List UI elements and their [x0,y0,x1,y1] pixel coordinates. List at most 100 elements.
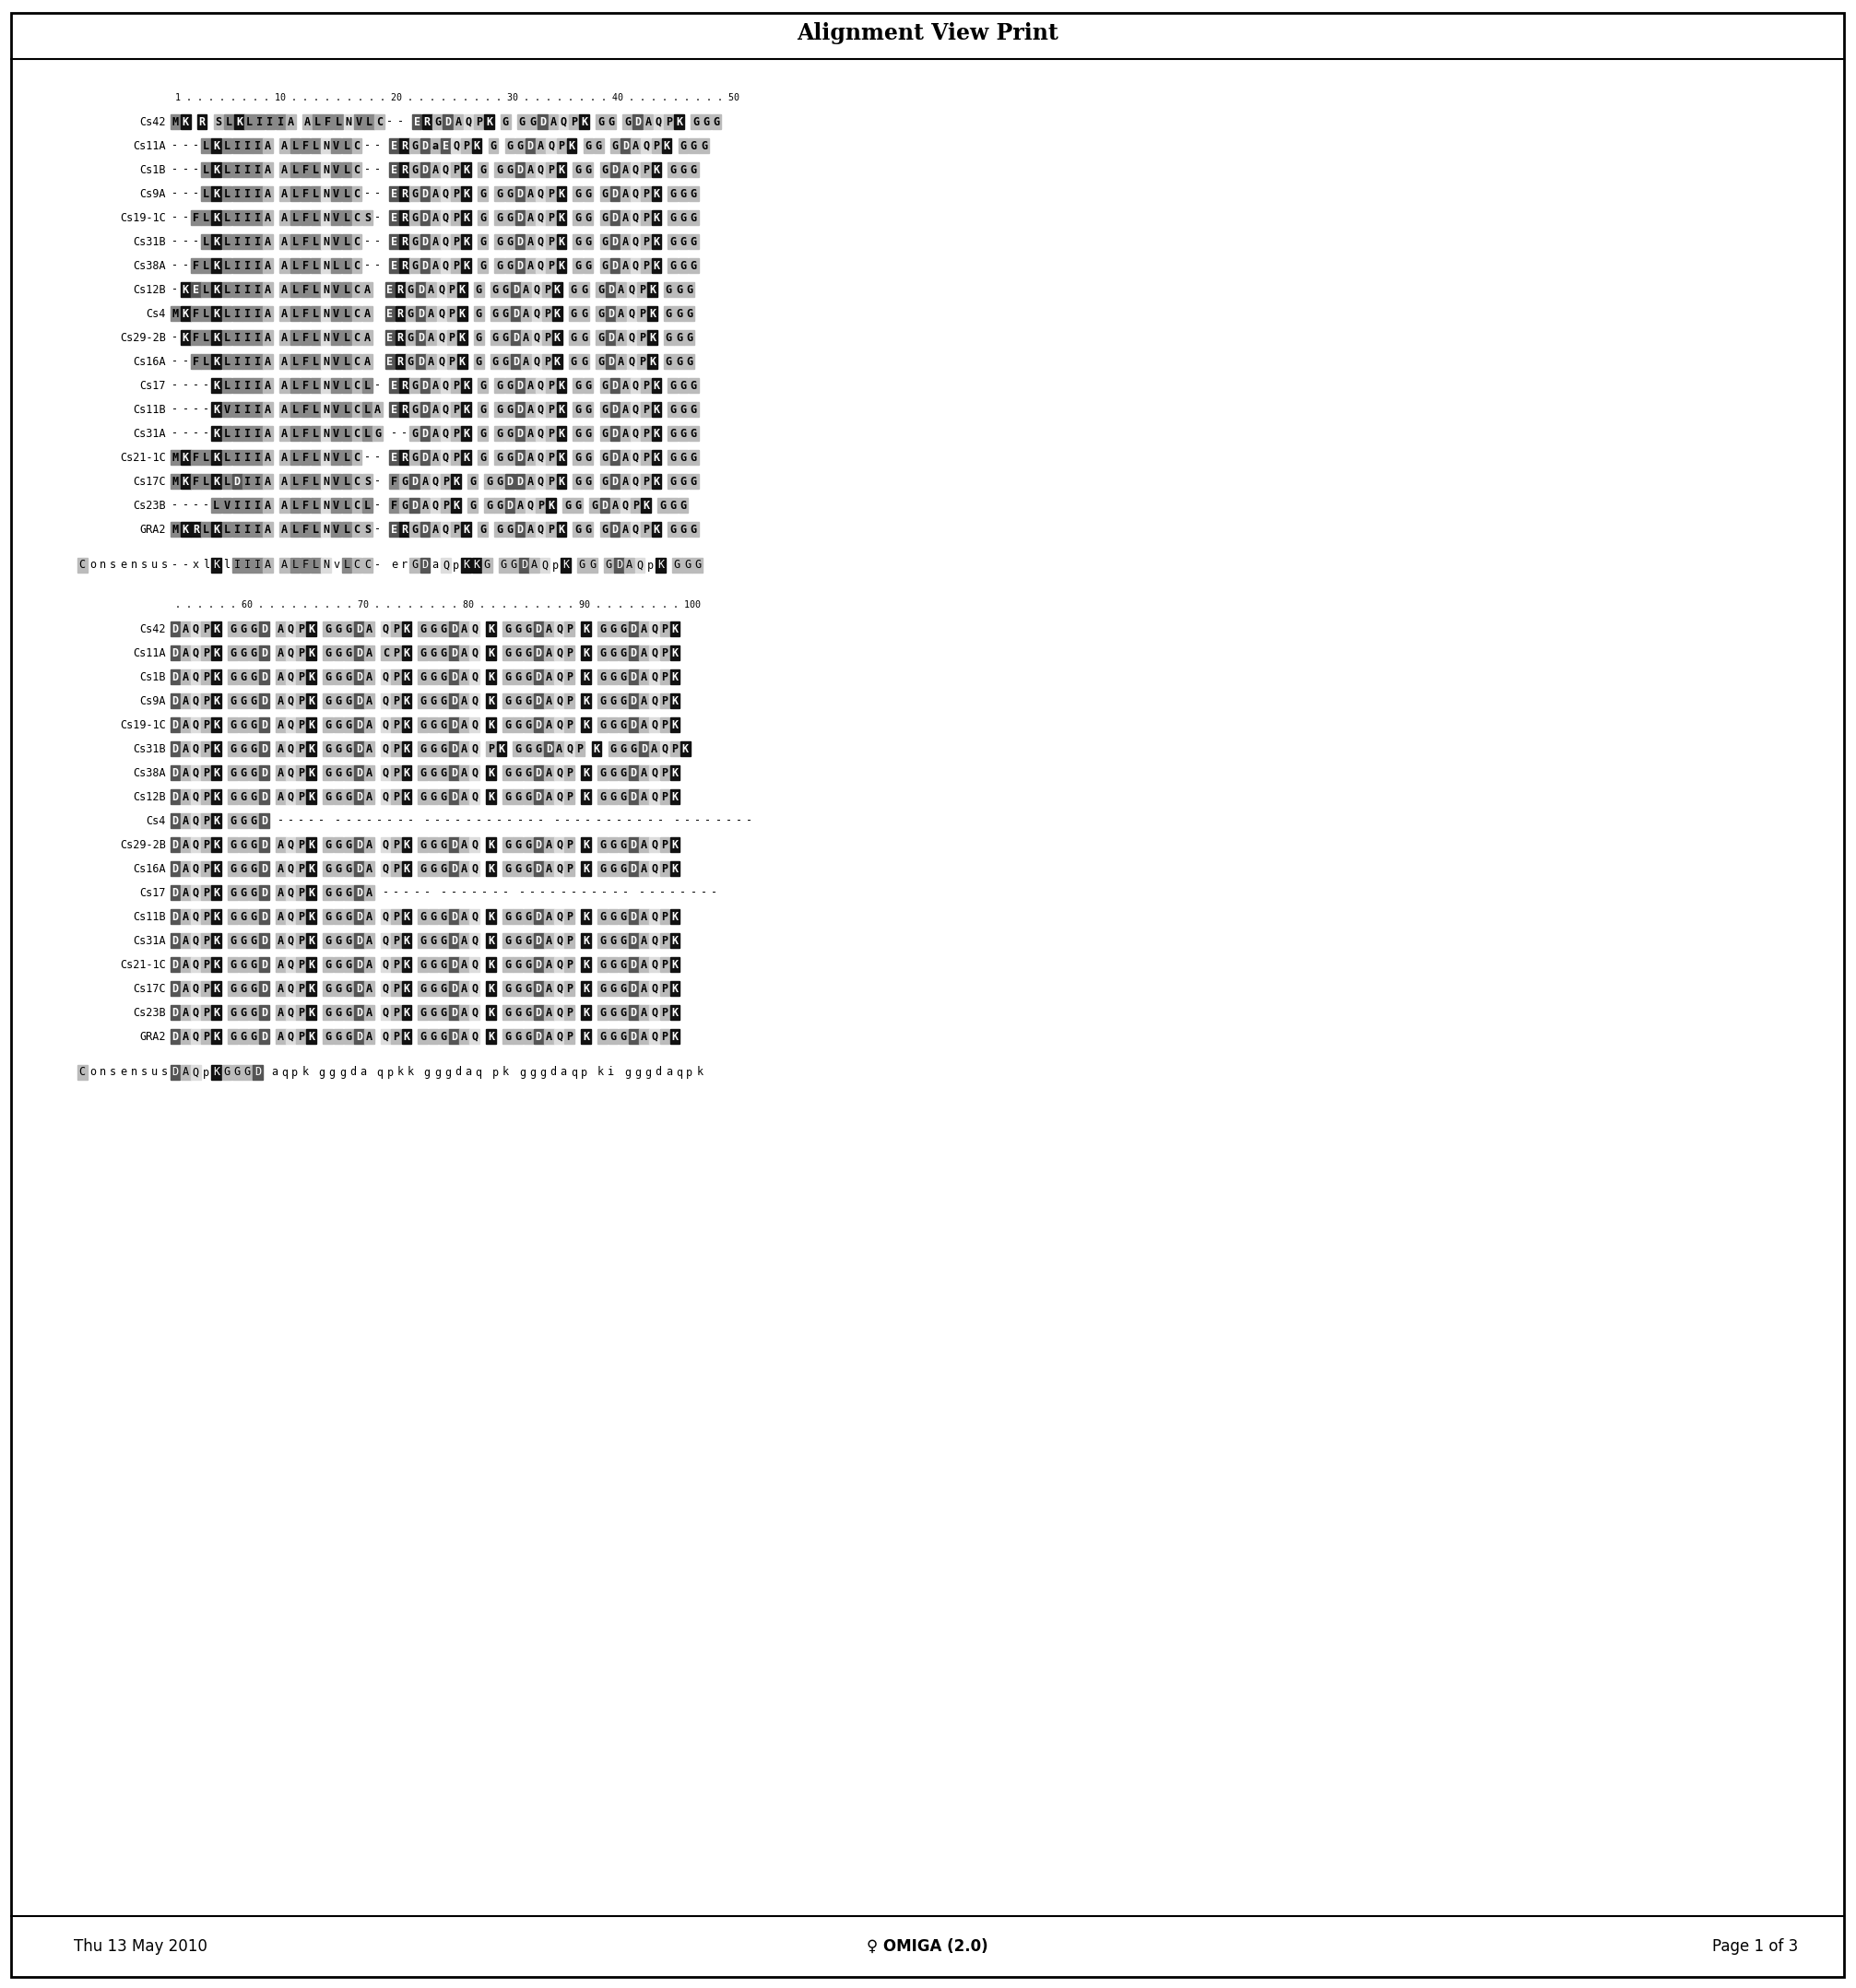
Bar [290,449,301,465]
Text: G: G [611,1006,616,1018]
Text: G: G [601,163,609,175]
Text: G: G [575,211,581,223]
Bar [212,235,221,248]
Bar [212,163,221,177]
Bar [280,211,290,225]
Text: K: K [403,720,410,732]
Text: P: P [642,523,650,535]
Bar [659,742,670,755]
Text: P: P [297,863,304,875]
Text: G: G [479,237,486,248]
Text: D: D [631,982,637,994]
Bar [651,521,661,537]
Bar [249,622,258,636]
Bar [629,1030,638,1044]
Text: I: I [245,499,251,511]
Text: G: G [492,356,499,368]
Bar [332,473,342,489]
Text: P: P [393,694,399,708]
Bar [191,646,200,660]
Bar [280,402,290,417]
Bar [512,909,523,924]
Text: A: A [265,139,271,151]
Bar [264,449,273,465]
Text: A: A [366,1006,373,1018]
Text: p: p [453,559,458,571]
Text: P: P [642,187,650,199]
Bar [620,521,631,537]
Bar [264,306,273,320]
Text: A: A [366,791,373,803]
Text: Q: Q [193,646,199,658]
Text: L: L [332,260,340,272]
Bar [238,718,249,732]
Bar [536,497,546,513]
Text: D: D [607,284,614,296]
Text: Q: Q [193,791,199,803]
Bar [523,694,533,708]
Text: K: K [559,404,564,415]
Bar [243,354,252,370]
Bar [479,449,488,465]
Text: V: V [332,211,340,223]
Text: A: A [618,332,625,344]
Text: P: P [453,427,458,439]
Bar [191,521,200,537]
Bar [180,306,191,320]
Text: R: R [397,308,403,320]
Text: G: G [575,163,581,175]
Text: Q: Q [193,934,199,946]
Text: P: P [548,380,555,392]
Bar [611,378,620,394]
Text: Q: Q [633,187,638,199]
Bar [555,861,564,877]
Bar [297,694,306,708]
Text: R: R [401,404,408,415]
Bar [598,694,607,708]
Bar [373,425,382,441]
Text: G: G [690,404,696,415]
Bar [252,137,264,153]
Bar [523,1004,533,1020]
Text: -: - [503,887,509,899]
Bar [429,956,438,972]
Bar [503,694,512,708]
Text: L: L [343,308,351,320]
Bar [191,837,200,853]
Bar [607,113,616,129]
Text: A: A [366,646,373,658]
Bar [431,258,440,272]
Bar [512,646,523,660]
Bar [252,163,264,177]
Text: Cs1B: Cs1B [139,670,165,682]
Text: Q: Q [288,1006,293,1018]
Text: G: G [419,958,427,970]
Bar [574,473,583,489]
Text: G: G [687,284,692,296]
Bar [470,956,479,972]
Text: L: L [312,499,319,511]
Bar [668,163,677,177]
Bar [200,932,212,948]
Text: A: A [633,139,638,151]
Bar [568,282,579,296]
Bar [223,354,232,370]
Text: G: G [585,451,592,463]
Text: K: K [562,559,568,571]
Bar [342,306,351,320]
Bar [451,497,460,513]
Text: K: K [458,332,466,344]
Text: Q: Q [193,694,199,708]
Bar [690,113,700,129]
Text: Q: Q [538,237,544,248]
Text: G: G [505,622,510,634]
Bar [650,837,659,853]
Bar [353,559,362,573]
Text: L: L [291,404,299,415]
Text: V: V [332,284,340,296]
Bar [670,932,679,948]
Text: G: G [239,839,247,851]
Bar [228,1030,238,1044]
Bar [525,378,535,394]
Text: a: a [360,1066,366,1077]
